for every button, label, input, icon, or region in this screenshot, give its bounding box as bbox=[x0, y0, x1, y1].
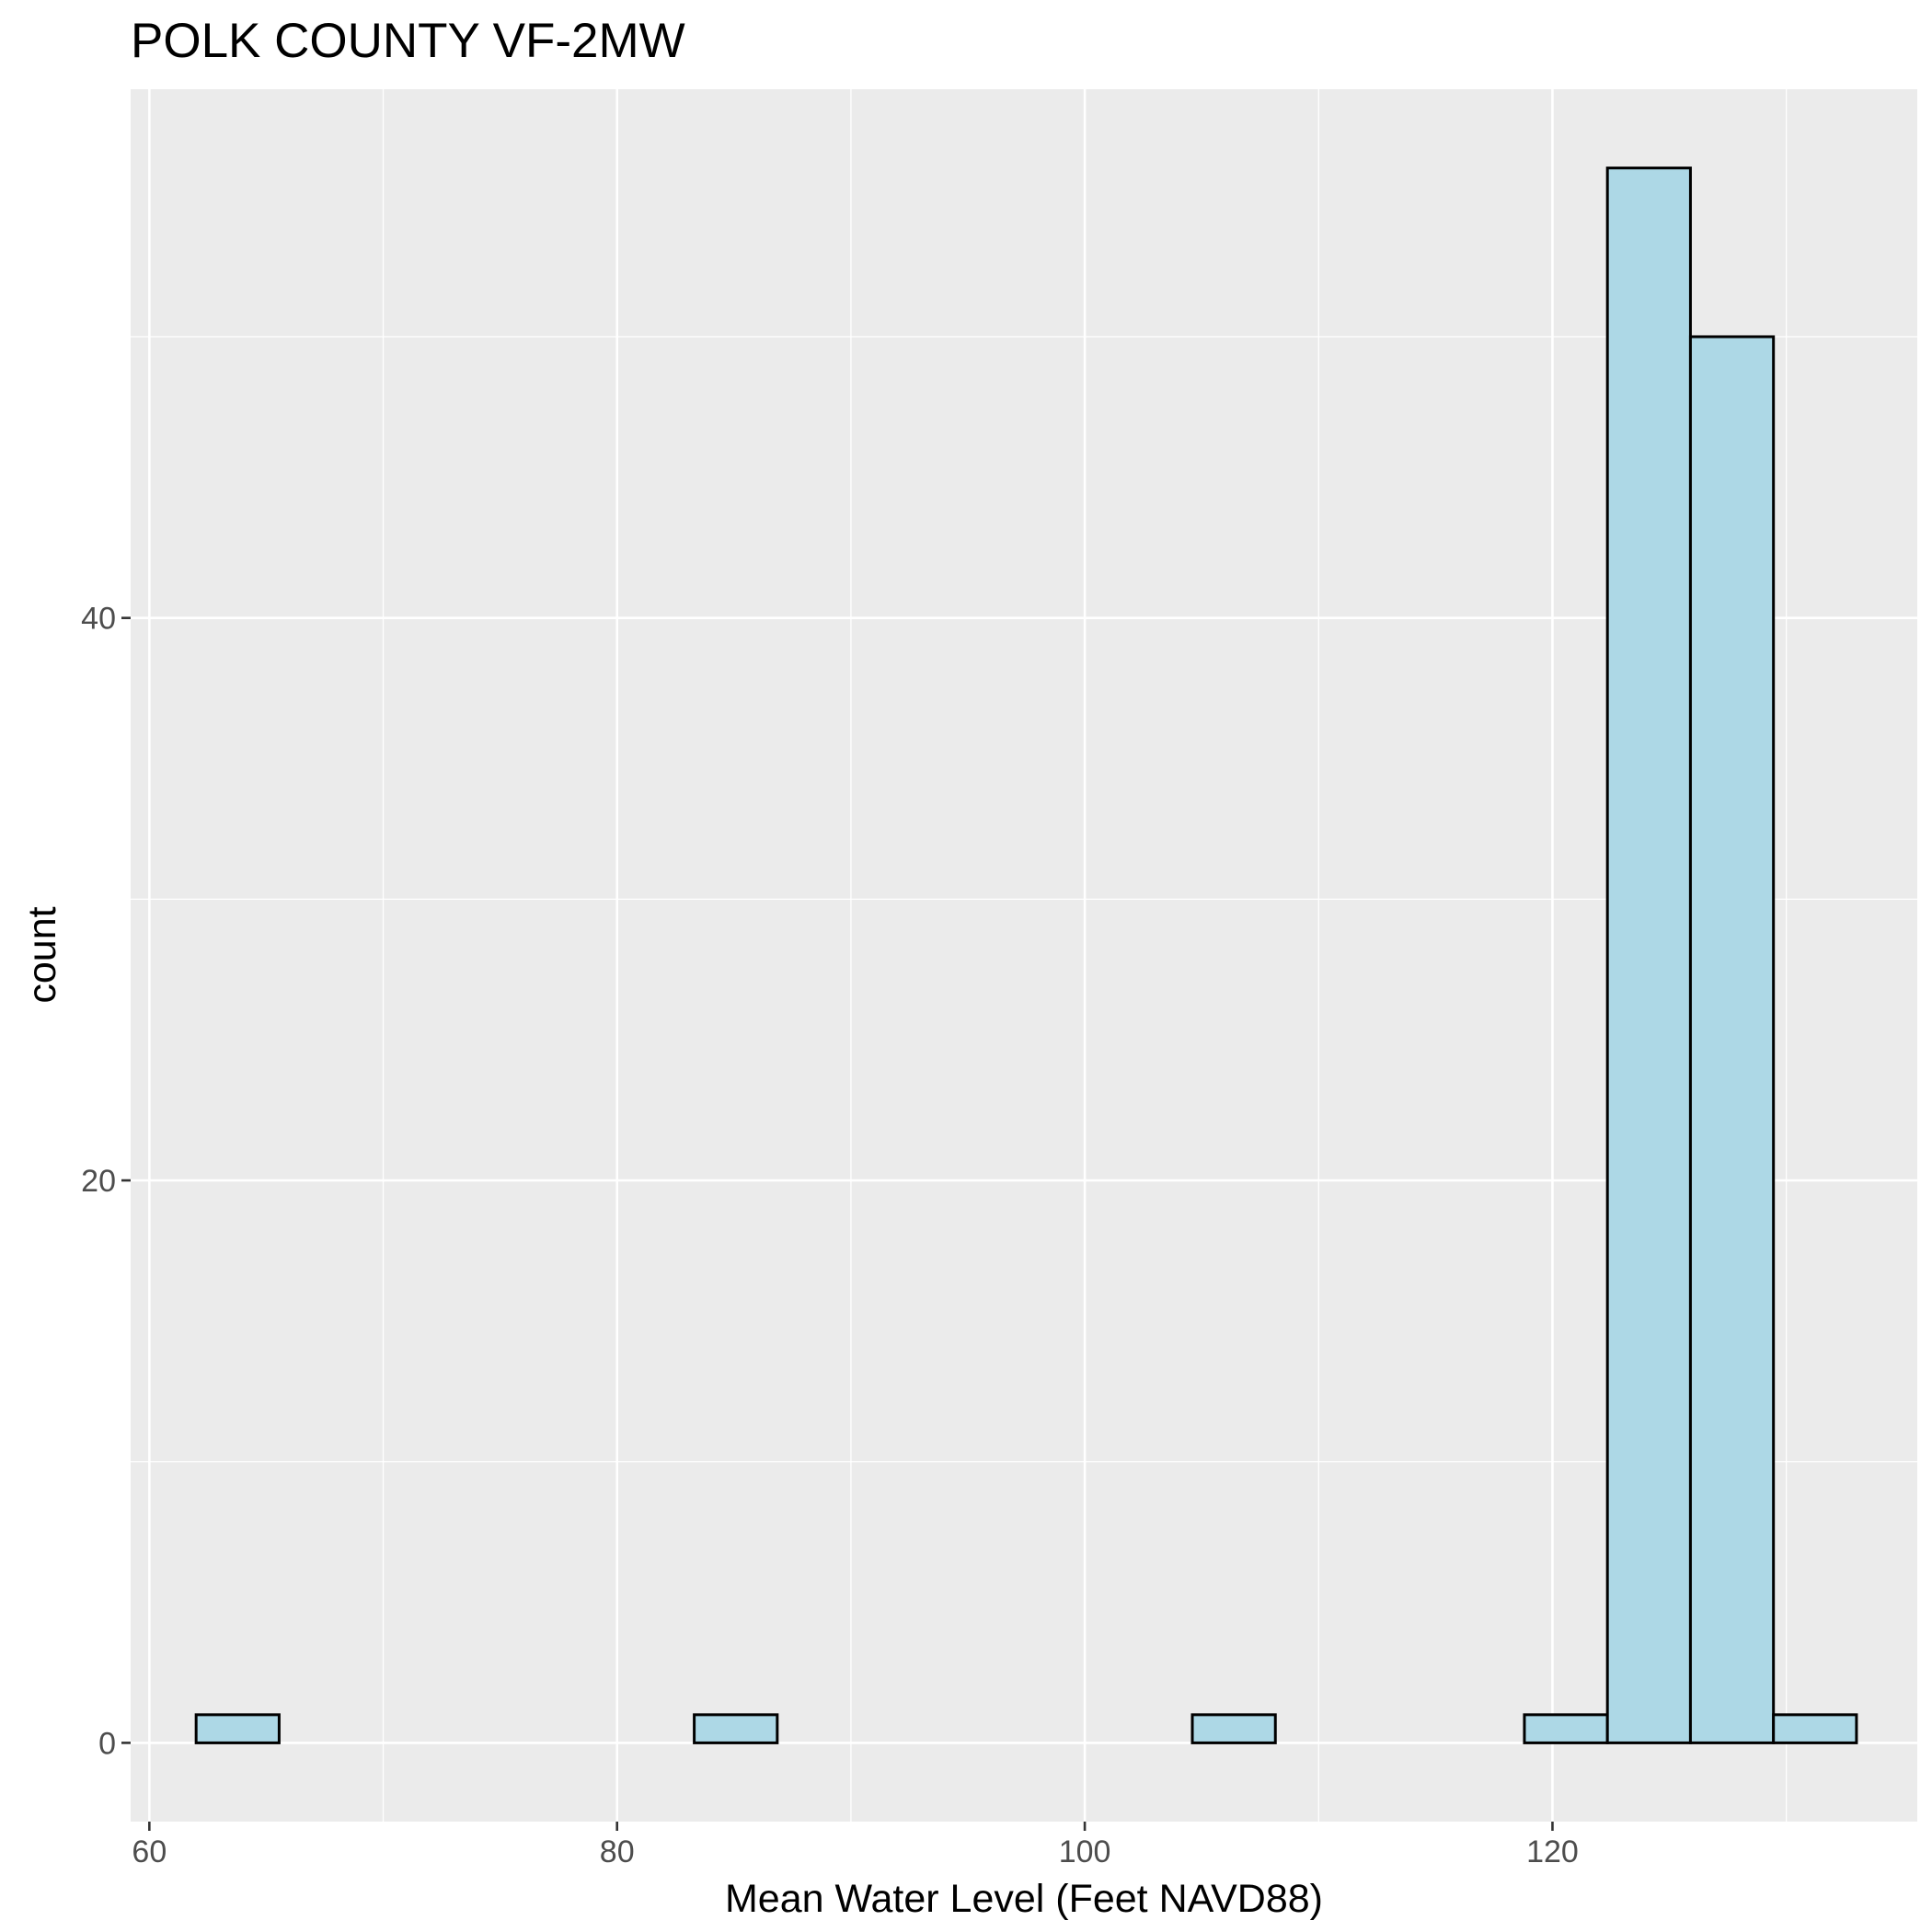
x-axis: 60 80 100 120 bbox=[132, 1822, 1579, 1869]
histogram-bar bbox=[1688, 335, 1776, 1744]
x-tick-label: 60 bbox=[132, 1834, 167, 1869]
histogram-bars bbox=[194, 167, 1858, 1744]
y-axis-title: count bbox=[20, 906, 64, 1003]
x-tick-label: 80 bbox=[600, 1834, 635, 1869]
y-tick-label: 0 bbox=[98, 1726, 116, 1761]
y-tick-label: 20 bbox=[81, 1164, 116, 1199]
y-axis: 0 20 40 bbox=[81, 602, 131, 1761]
histogram-bar bbox=[1190, 1713, 1277, 1744]
y-tick-label: 40 bbox=[81, 602, 116, 637]
histogram-bar bbox=[194, 1713, 281, 1744]
histogram-bar bbox=[1523, 1713, 1609, 1744]
x-tick-label: 100 bbox=[1059, 1834, 1111, 1869]
histogram-bar bbox=[693, 1713, 779, 1744]
gridlines bbox=[131, 89, 1917, 1822]
chart-title: POLK COUNTY VF-2MW bbox=[131, 14, 685, 68]
histogram-bar bbox=[1605, 167, 1692, 1744]
x-tick-label: 120 bbox=[1526, 1834, 1579, 1869]
x-axis-title: Mean Water Level (Feet NAVD88) bbox=[725, 1877, 1323, 1921]
histogram-bar bbox=[1772, 1713, 1858, 1744]
